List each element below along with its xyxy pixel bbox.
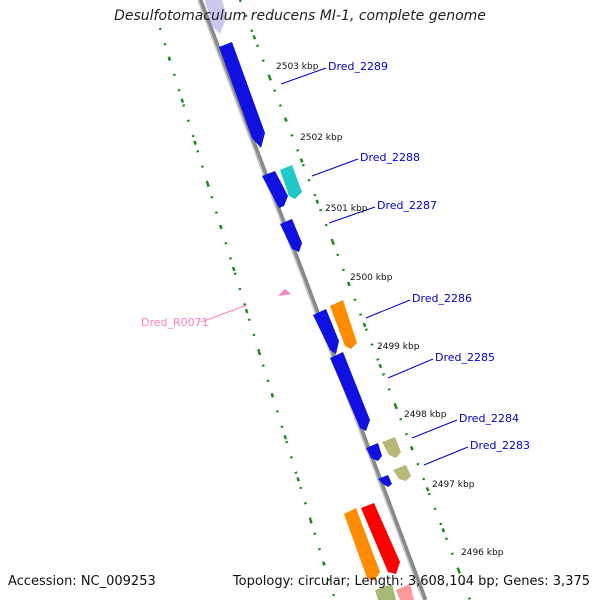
gene-dred-2289[interactable] <box>219 42 265 148</box>
gene-dred-2288-rev[interactable] <box>262 171 288 208</box>
gene-label-dred-2285[interactable]: Dred_2285 <box>435 351 495 364</box>
genome-backbone <box>197 0 428 601</box>
gene-dred-2284-rev[interactable] <box>366 443 382 461</box>
tick-label: 2500 kbp <box>350 273 393 283</box>
gene-bottom-olive[interactable] <box>375 584 396 600</box>
tick-label: 2503 kbp <box>276 62 319 72</box>
rna-dred-r0071[interactable] <box>278 289 291 296</box>
gene-bottom-pink[interactable] <box>396 584 414 600</box>
tick-label: 2502 kbp <box>300 133 343 143</box>
gene-label-dred-2284[interactable]: Dred_2284 <box>459 412 519 425</box>
tick-label: 2496 kbp <box>461 548 504 558</box>
gene-bottom-orange[interactable] <box>344 508 380 581</box>
gene-link-lines <box>280 67 469 466</box>
gene-top-partial[interactable] <box>205 0 227 34</box>
accession-text: Accession: NC_009253 <box>8 574 156 589</box>
tick-label: 2501 kbp <box>325 204 368 214</box>
gene-dred-2286-rev[interactable] <box>313 309 339 354</box>
gene-label-dred-2283[interactable]: Dred_2283 <box>470 439 530 452</box>
gene-label-dred-2287[interactable]: Dred_2287 <box>377 199 437 212</box>
genome-backbone-highlight <box>197 0 424 601</box>
gene-dred-2284-olive[interactable] <box>382 437 401 458</box>
gene-dred-2285[interactable] <box>330 352 370 431</box>
gene-label-dred-2286[interactable]: Dred_2286 <box>412 292 472 305</box>
genome-title: Desulfotomaculum reducens MI-1, complete… <box>114 8 486 24</box>
topology-text: Topology: circular; Length: 3,608,104 bp… <box>232 574 590 589</box>
outer-dotted-strand <box>238 0 472 601</box>
tick-label: 2498 kbp <box>404 410 447 420</box>
tick-label: 2499 kbp <box>377 342 420 352</box>
gene-label-dred-2289[interactable]: Dred_2289 <box>328 60 388 73</box>
gene-dred-2288-cyan[interactable] <box>280 165 302 199</box>
tick-label: 2497 kbp <box>432 480 475 490</box>
gene-dred-2286-orange[interactable] <box>330 300 357 349</box>
gene-dred-2283-rev[interactable] <box>378 475 392 487</box>
gene-dred-2287[interactable] <box>280 219 302 252</box>
rna-label-dred-r0071[interactable]: Dred_R0071 <box>141 316 209 329</box>
rna-link-line <box>200 304 248 323</box>
gene-dred-2283-olive[interactable] <box>393 465 411 481</box>
gene-label-dred-2288[interactable]: Dred_2288 <box>360 151 420 164</box>
gene-bottom-red[interactable] <box>361 503 400 574</box>
